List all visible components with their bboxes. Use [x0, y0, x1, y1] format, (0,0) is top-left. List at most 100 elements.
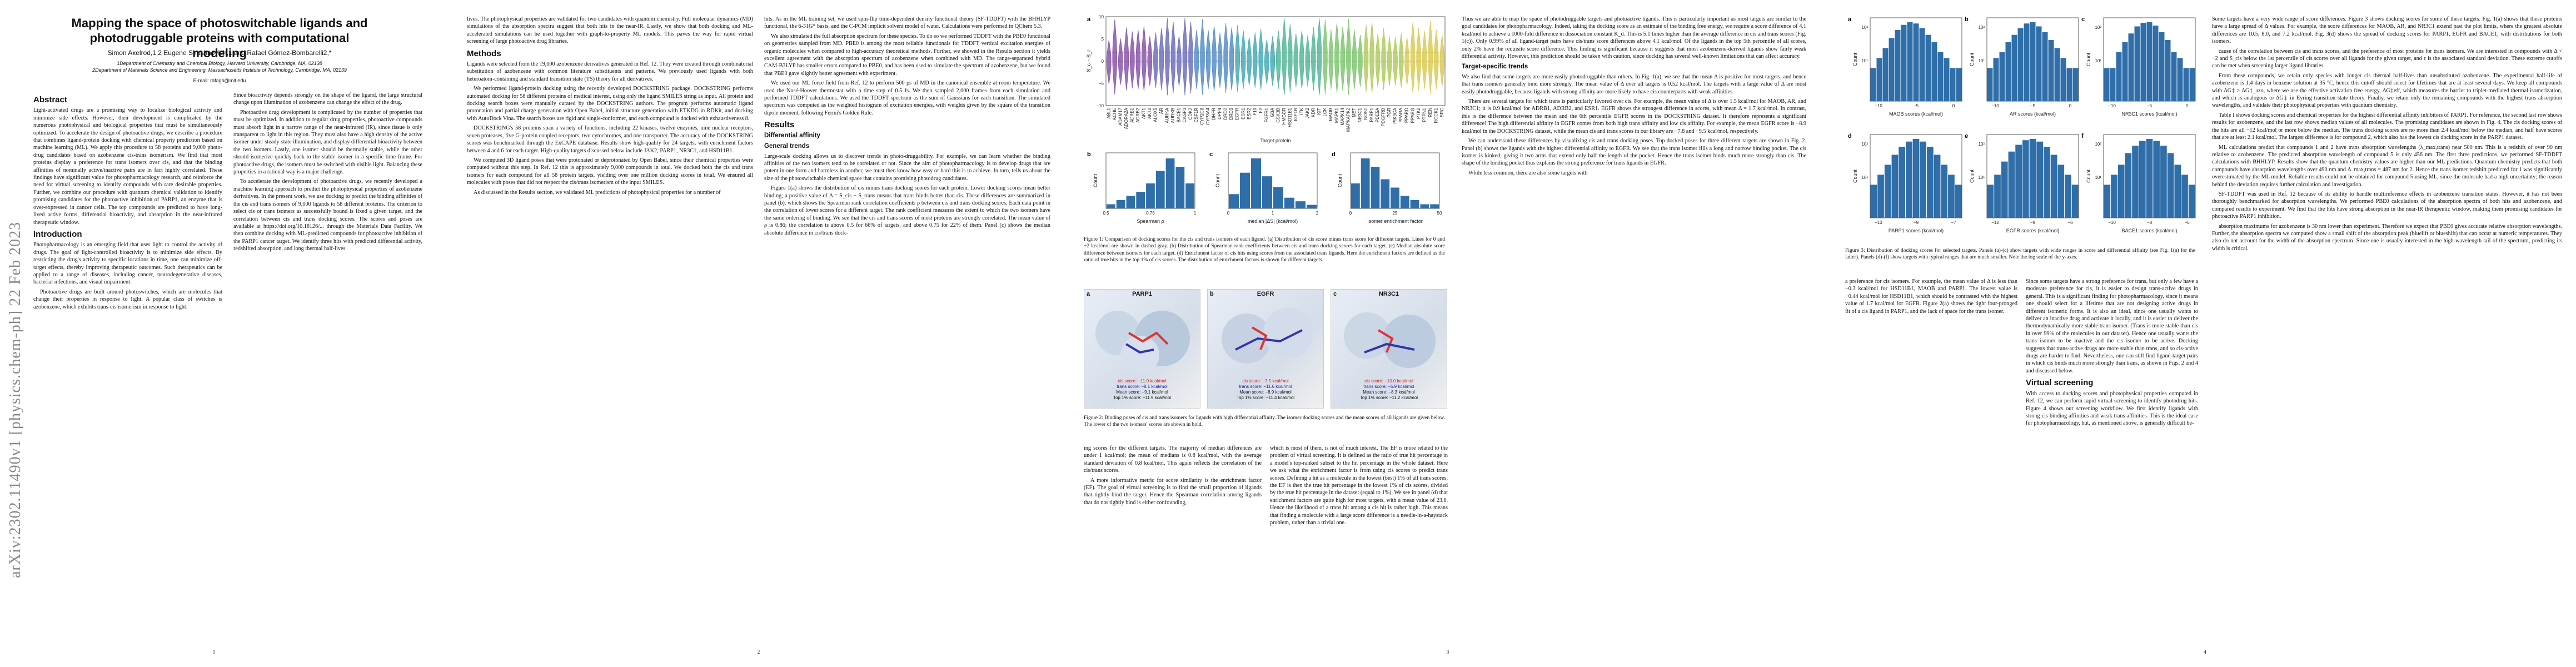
x-tick-label-MAPK14: MAPK14	[1340, 107, 1345, 125]
hist-bar-b-1	[1116, 200, 1125, 208]
hist-bar-c-5	[1284, 197, 1294, 208]
fig3-bar-c-2	[2116, 52, 2122, 101]
fig3-bar-e-6	[2029, 139, 2036, 218]
fig3-xtick-f-0: −10	[2108, 220, 2116, 225]
fig3-bar-c-9	[2159, 32, 2165, 102]
fig3-bar-b-2	[1999, 52, 2005, 101]
violin-AKT2	[1147, 36, 1153, 86]
fig3-bar-b-6	[2024, 23, 2030, 101]
fig3-bar-a-5	[1901, 24, 1907, 101]
page1-col2-para-b: Photoactive drug development is complica…	[233, 109, 422, 176]
hist-bar-b-0	[1107, 204, 1115, 208]
hist-bar-c-2	[1251, 158, 1261, 208]
fig3-bar-e-11	[2065, 175, 2071, 218]
hist-bar-d-2	[1371, 167, 1380, 208]
fig3-bar-f-11	[2181, 175, 2188, 218]
fig3-bar-f-2	[2117, 165, 2125, 218]
page2-col2-para-a: hits. As in the ML training set, we used…	[764, 16, 1050, 30]
hist-bar-d-8	[1430, 204, 1439, 208]
x-tick-label-CYP3A4: CYP3A4	[1205, 107, 1210, 125]
violin-ROCK1	[1433, 29, 1439, 90]
page4-col2-para-a: Since some targets have a strong prefere…	[2026, 278, 2198, 374]
violin-PGR	[1387, 36, 1392, 86]
page-number: 3	[1446, 649, 1449, 655]
x-tick-label-ITK: ITK	[1299, 107, 1304, 115]
fig3-bar-e-5	[2022, 140, 2029, 218]
fig3-bar-d-1	[1877, 175, 1884, 218]
violin-PPARG	[1410, 22, 1416, 94]
intro-paragraph-2: Photoactive drugs are built around photo…	[33, 288, 222, 310]
violin-AKT1	[1142, 26, 1147, 92]
fig3-panel-letter-a: a	[1848, 16, 1852, 23]
hist-tick-d-2: 50	[1437, 211, 1442, 216]
methods-para-5: As discussed in the Results section, we …	[474, 189, 721, 196]
x-tick-label-MAOB: MAOB	[1328, 108, 1333, 121]
abstract-text: Light-activated drugs are a promising wa…	[33, 107, 222, 226]
violin-DPP4	[1217, 32, 1223, 88]
violin-GSK3B	[1275, 30, 1281, 89]
fig3-bar-c-11	[2171, 52, 2177, 101]
fig3-bar-c-6	[2140, 23, 2146, 101]
violin-GBA	[1270, 36, 1275, 86]
page-1: arXiv:2302.11490v1 [physics.chem-ph] 22 …	[0, 0, 428, 667]
page4-col1-para-a: a preference for cis isomers. For exampl…	[1845, 278, 2017, 315]
fig3-bar-d-11	[1948, 175, 1955, 218]
x-tick-label-PTPN1: PTPN1	[1422, 107, 1427, 122]
fig3-bar-d-7	[1920, 141, 1927, 218]
fig3-xtick-e-1: −9	[2030, 220, 2036, 225]
fig3-bar-e-8	[2044, 146, 2050, 218]
fig3-bar-d-4	[1899, 146, 1905, 218]
violin-CYP2C9	[1200, 19, 1205, 95]
violin-ESR2	[1247, 37, 1252, 86]
x-tick-label-BACE1: BACE1	[1177, 107, 1182, 122]
x-tick-label-CDK2: CDK2	[1188, 107, 1193, 120]
fig3-xtick-b-1: −5	[2030, 103, 2036, 108]
page1-col2-para-c: To accelerate the development of photoac…	[233, 178, 422, 252]
hist-tick-b-2: 1	[1194, 211, 1197, 216]
panel-letter-a: a	[1087, 16, 1091, 23]
violin-PIK3CA	[1393, 37, 1398, 86]
fig3-bar-e-2	[2001, 161, 2008, 218]
page-number: 1	[212, 649, 216, 655]
figure-2a-parp1-panel: a PARP1 cis score: −11.0 kcal/mol trans …	[1084, 289, 1200, 409]
x-axis-label: Target protein	[1260, 138, 1291, 143]
page4-right-para-g: absorption maximums for azobenzene is 30…	[2212, 223, 2562, 252]
violin-KDR	[1311, 27, 1316, 91]
violin-HMGCR	[1282, 18, 1287, 96]
violin-ADORA2A	[1124, 27, 1129, 91]
virtual-screening-heading: Virtual screening	[2026, 378, 2094, 388]
fig3-bar-b-12	[2060, 58, 2066, 101]
x-tick-label-CSF1R: CSF1R	[1194, 108, 1199, 122]
fig3-xtick-f-1: −8	[2147, 220, 2153, 225]
violin-PDGFRB	[1381, 28, 1386, 90]
page2-col2-para-b: We also simulated the full absorption sp…	[764, 33, 1050, 77]
violin-ALOX5	[1153, 32, 1158, 88]
violin-AURKA	[1165, 18, 1170, 96]
fig3-bar-a-0	[1870, 68, 1876, 101]
fig3-bar-f-3	[2125, 153, 2132, 218]
fig3-xtick-c-0: −10	[2108, 103, 2116, 108]
fig3-bar-a-3	[1889, 38, 1895, 101]
fig3-bar-c-4	[2128, 33, 2134, 101]
violin-ACHE	[1112, 19, 1118, 95]
violin-BACE1	[1177, 36, 1182, 87]
fig3-bar-d-3	[1891, 155, 1899, 218]
fig3-xtick-a-2: 0	[1952, 103, 1955, 108]
violin-DHFR	[1212, 25, 1217, 92]
fig3-ylabel-d: Count	[1852, 170, 1858, 183]
x-tick-label-NOS1: NOS1	[1363, 107, 1368, 120]
violin-NOS1	[1363, 24, 1369, 92]
violin-CDK2	[1188, 22, 1193, 94]
fig3-xtick-e-0: −12	[1991, 220, 1999, 225]
fig3-ylabel-b: Count	[1969, 53, 1975, 67]
x-tick-label-AKT2: AKT2	[1147, 107, 1152, 119]
hist-tick-c-0: 0	[1227, 211, 1230, 216]
page1-col2-para-a: Since bioactivity depends strongly on th…	[233, 92, 422, 106]
fig3-bar-b-5	[2017, 28, 2024, 101]
hist-tick-b-1: 0.75	[1146, 211, 1155, 216]
fig3-bar-a-12	[1944, 58, 1950, 101]
fig3-bar-b-7	[2030, 22, 2036, 101]
y-tick-label-3: 5	[1102, 37, 1104, 42]
x-tick-label-PTK2: PTK2	[1416, 107, 1421, 119]
x-tick-label-ALOX5: ALOX5	[1153, 107, 1158, 122]
